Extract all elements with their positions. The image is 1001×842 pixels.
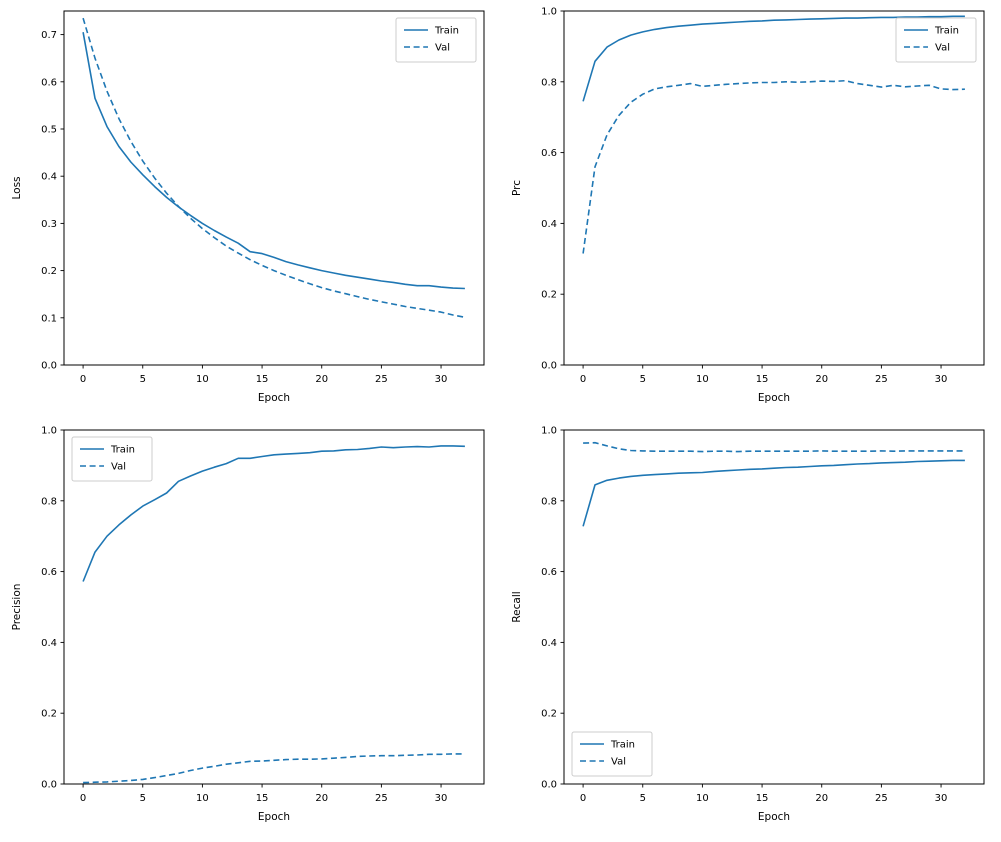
y-tick-label: 0.1 xyxy=(41,313,57,324)
x-tick-label: 15 xyxy=(256,374,269,385)
x-tick-label: 20 xyxy=(315,793,328,804)
series-line-train xyxy=(582,15,965,102)
series-line-val xyxy=(582,79,965,254)
legend: Train Val xyxy=(395,17,477,63)
x-tick-label: 10 xyxy=(196,793,209,804)
legend-label-val: Val xyxy=(611,757,626,768)
chart-svg-recall: 0 5 10 15 20 25 30 0.0 0.2 0.4 0.6 0.8 1.0 Epoch Recal… xyxy=(511,426,985,823)
y-tick-label: 0.2 xyxy=(41,266,57,277)
y-tick-label: 0.6 xyxy=(41,77,57,88)
x-tick-label: 0 xyxy=(80,793,86,804)
x-tick-label: 10 xyxy=(196,374,209,385)
y-axis-label: Precision xyxy=(11,584,23,631)
legend-label-train: Train xyxy=(610,740,635,751)
y-tick-label: 0.0 xyxy=(41,780,57,791)
chart-prc: 0 5 10 15 20 25 30 0.0 0.2 0.4 0.6 0.8 1.0 Epoch Prc Tr… xyxy=(500,0,1000,419)
legend: Train Val xyxy=(571,731,653,777)
axes-recall: 0 5 10 15 20 25 30 0.0 0.2 0.4 0.6 0.8 1.0 Epoch Recal… xyxy=(511,426,985,823)
axes-prc: 0 5 10 15 20 25 30 0.0 0.2 0.4 0.6 0.8 1.0 Epoch Prc xyxy=(511,7,985,404)
y-axis-label: Loss xyxy=(11,176,23,199)
x-tick-label: 25 xyxy=(875,374,888,385)
x-tick-label: 15 xyxy=(256,793,269,804)
chart-svg-precision: 0 5 10 15 20 25 30 0.0 0.2 0.4 0.6 0.8 1.0 Epoch Preci… xyxy=(11,426,485,823)
x-tick-label: 5 xyxy=(640,793,646,804)
series-line-train xyxy=(82,32,465,290)
x-tick-label: 15 xyxy=(756,793,769,804)
x-axis-label: Epoch xyxy=(758,811,790,823)
x-tick-label: 15 xyxy=(756,374,769,385)
x-tick-label: 0 xyxy=(580,374,586,385)
axes-precision: 0 5 10 15 20 25 30 0.0 0.2 0.4 0.6 0.8 1.0 Epoch Preci… xyxy=(11,426,485,823)
legend: Train Val xyxy=(71,436,153,482)
chart-svg-loss: 0 5 10 15 20 25 30 0.0 0.1 0.2 0.3 0.4 0.5 0.6 0.7 Epoc… xyxy=(11,10,485,404)
x-tick-label: 25 xyxy=(375,374,388,385)
series-line-val xyxy=(83,753,465,784)
y-tick-label: 0.6 xyxy=(541,567,557,578)
y-tick-label: 0.5 xyxy=(41,125,57,136)
legend-label-val: Val xyxy=(435,43,450,54)
y-tick-label: 1.0 xyxy=(41,426,57,437)
x-tick-label: 0 xyxy=(80,374,86,385)
x-tick-label: 30 xyxy=(435,374,448,385)
y-tick-label: 1.0 xyxy=(541,426,557,437)
y-tick-label: 0.0 xyxy=(541,361,557,372)
legend-label-val: Val xyxy=(935,43,950,54)
x-tick-label: 30 xyxy=(935,374,948,385)
y-axis-label: Prc xyxy=(511,180,523,196)
legend-label-train: Train xyxy=(434,26,459,37)
y-tick-label: 0.2 xyxy=(541,290,557,301)
series-line-val xyxy=(583,441,965,453)
series-line-val xyxy=(82,17,466,319)
legend-label-train: Train xyxy=(934,26,959,37)
legend: Train Val xyxy=(895,17,977,63)
x-tick-label: 25 xyxy=(375,793,388,804)
x-tick-label: 20 xyxy=(315,374,328,385)
y-tick-label: 0.4 xyxy=(541,638,557,649)
y-tick-label: 0.4 xyxy=(41,172,57,183)
y-tick-label: 0.6 xyxy=(541,148,557,159)
chart-loss: 0 5 10 15 20 25 30 0.0 0.1 0.2 0.3 0.4 0.5 0.6 0.7 Epoc… xyxy=(0,0,500,419)
y-tick-label: 0.4 xyxy=(541,219,557,230)
series-line-train xyxy=(82,445,465,582)
x-tick-label: 30 xyxy=(935,793,948,804)
y-tick-label: 0.4 xyxy=(41,638,57,649)
x-axis-label: Epoch xyxy=(758,392,790,404)
legend-label-val: Val xyxy=(111,462,126,473)
y-tick-label: 0.2 xyxy=(541,709,557,720)
chart-svg-prc: 0 5 10 15 20 25 30 0.0 0.2 0.4 0.6 0.8 1.0 Epoch Prc Tr… xyxy=(511,7,985,404)
y-axis-label: Recall xyxy=(511,591,523,622)
x-tick-label: 5 xyxy=(140,793,146,804)
axes-loss: 0 5 10 15 20 25 30 0.0 0.1 0.2 0.3 0.4 0.5 0.6 0.7 Epoc… xyxy=(11,10,485,404)
x-tick-label: 20 xyxy=(815,793,828,804)
x-tick-label: 0 xyxy=(580,793,586,804)
y-tick-label: 0.8 xyxy=(541,496,557,507)
y-tick-label: 0.6 xyxy=(41,567,57,578)
x-axis-label: Epoch xyxy=(258,392,290,404)
series-line-train xyxy=(582,459,965,527)
legend-label-train: Train xyxy=(110,445,135,456)
y-tick-label: 0.2 xyxy=(41,709,57,720)
x-tick-label: 20 xyxy=(815,374,828,385)
x-axis-label: Epoch xyxy=(258,811,290,823)
x-tick-label: 30 xyxy=(435,793,448,804)
x-tick-label: 5 xyxy=(140,374,146,385)
y-tick-label: 0.0 xyxy=(41,361,57,372)
x-tick-label: 25 xyxy=(875,793,888,804)
y-tick-label: 0.8 xyxy=(541,77,557,88)
x-tick-label: 10 xyxy=(696,374,709,385)
x-tick-label: 10 xyxy=(696,793,709,804)
y-tick-label: 0.3 xyxy=(41,219,57,230)
chart-precision: 0 5 10 15 20 25 30 0.0 0.2 0.4 0.6 0.8 1.0 Epoch Preci… xyxy=(0,419,500,838)
chart-recall: 0 5 10 15 20 25 30 0.0 0.2 0.4 0.6 0.8 1.0 Epoch Recal… xyxy=(500,419,1000,838)
y-tick-label: 0.8 xyxy=(41,496,57,507)
y-tick-label: 1.0 xyxy=(541,7,557,18)
y-tick-label: 0.0 xyxy=(541,780,557,791)
x-tick-label: 5 xyxy=(640,374,646,385)
y-tick-label: 0.7 xyxy=(41,30,57,41)
